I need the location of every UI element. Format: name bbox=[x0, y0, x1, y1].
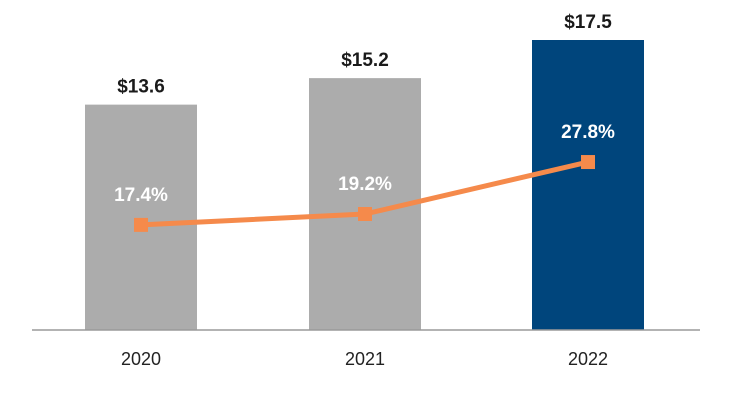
x-tick-2020: 2020 bbox=[121, 349, 161, 369]
pct-label-2021: 19.2% bbox=[338, 174, 392, 195]
bar-value-label-2020: $13.6 bbox=[117, 77, 165, 98]
pct-label-2020: 17.4% bbox=[114, 185, 168, 206]
x-tick-labels: 2020 2021 2022 bbox=[121, 349, 608, 369]
bar-value-labels: $13.6 $15.2 $17.5 bbox=[117, 12, 612, 98]
bar-2020 bbox=[85, 104, 197, 330]
marker-2021 bbox=[358, 207, 372, 221]
marker-2020 bbox=[134, 217, 148, 232]
marker-2022 bbox=[581, 155, 595, 170]
x-tick-2022: 2022 bbox=[568, 349, 608, 369]
pct-label-2022: 27.8% bbox=[561, 122, 615, 143]
bar-2022 bbox=[532, 40, 644, 330]
bar-value-label-2021: $15.2 bbox=[341, 50, 389, 71]
percentage-markers bbox=[134, 155, 595, 232]
percentage-labels: 17.4% 19.2% 27.8% bbox=[114, 122, 615, 206]
x-tick-2021: 2021 bbox=[345, 349, 385, 369]
bar-value-label-2022: $17.5 bbox=[564, 12, 612, 33]
